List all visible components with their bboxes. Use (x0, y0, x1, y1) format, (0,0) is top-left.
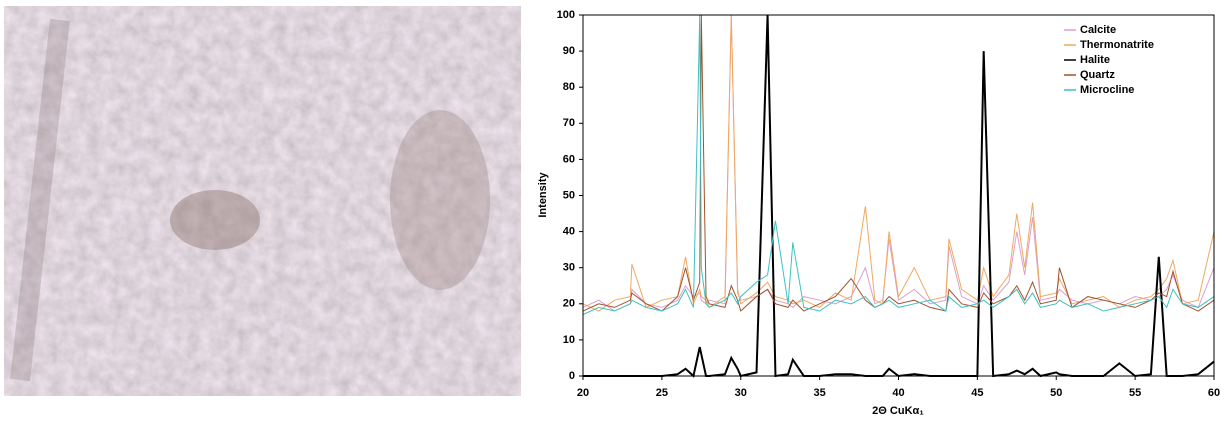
y-tick-label: 30 (563, 262, 575, 274)
x-tick-label: 30 (735, 387, 747, 399)
x-tick-label: 45 (971, 387, 983, 399)
y-tick-label: 60 (563, 153, 575, 165)
legend-label: Quartz (1080, 69, 1115, 81)
series-line (582, 14, 1215, 316)
y-tick-label: 40 (563, 226, 575, 238)
x-tick-label: 35 (814, 387, 826, 399)
y-axis-label: Intensity (537, 172, 549, 218)
series-line (582, 14, 1215, 312)
series-line (583, 14, 1215, 378)
y-tick-label: 50 (563, 189, 575, 201)
legend-label: Microcline (1080, 84, 1134, 96)
sample-photo (4, 6, 521, 396)
x-tick-label: 60 (1208, 387, 1220, 399)
series-line (582, 14, 1215, 312)
y-tick-label: 80 (563, 81, 575, 93)
y-tick-label: 20 (563, 298, 575, 310)
plot-frame (582, 14, 1215, 377)
y-tick-label: 90 (563, 45, 575, 57)
x-axis-label: 2Θ CuKα₁ (872, 405, 924, 417)
y-tick-label: 0 (569, 370, 575, 382)
series-line (582, 14, 1215, 312)
x-tick-label: 55 (1129, 387, 1141, 399)
legend-label: Thermonatrite (1080, 39, 1154, 51)
x-tick-label: 25 (656, 387, 668, 399)
x-tick-label: 50 (1050, 387, 1062, 399)
y-tick-label: 10 (563, 334, 575, 346)
legend-label: Calcite (1080, 24, 1116, 36)
y-tick-label: 100 (557, 9, 575, 21)
legend-label: Halite (1080, 54, 1110, 66)
x-tick-label: 40 (892, 387, 904, 399)
y-tick-label: 70 (563, 117, 575, 129)
x-tick-label: 20 (577, 387, 589, 399)
